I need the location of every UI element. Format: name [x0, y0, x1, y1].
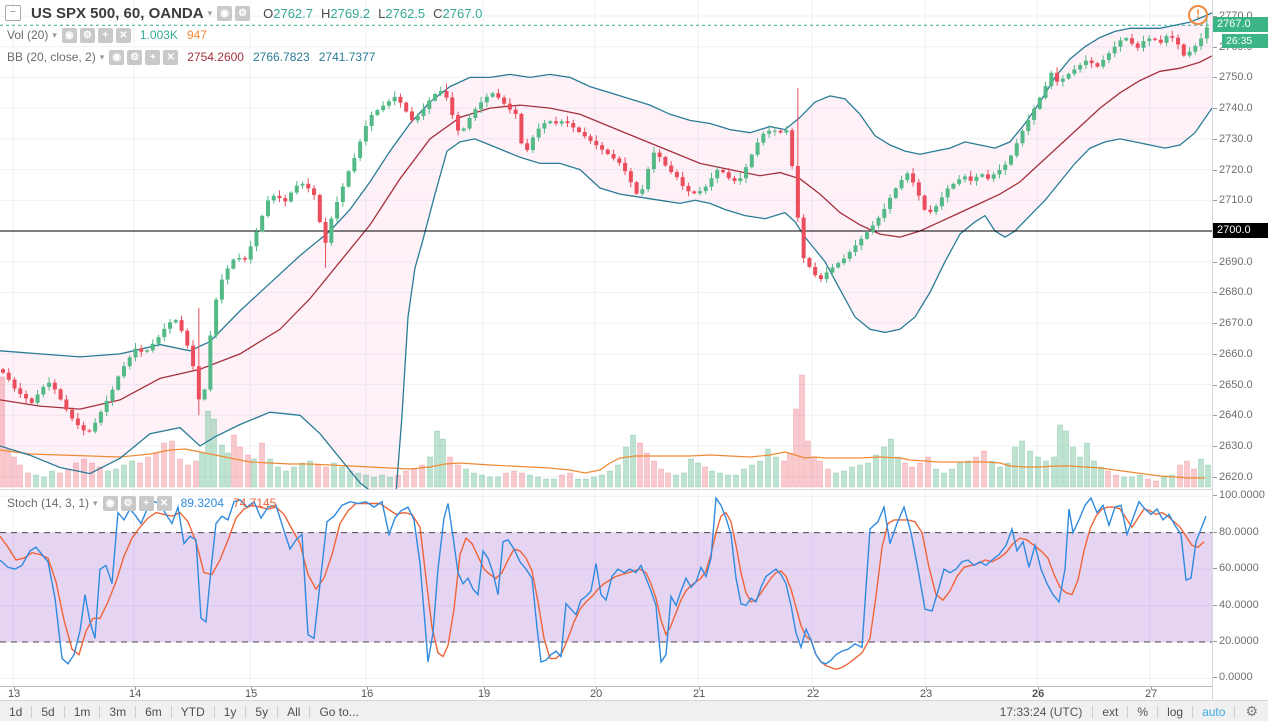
plus-icon[interactable]: + [97, 27, 113, 43]
eye-icon[interactable]: ◉ [61, 27, 77, 43]
time-axis-label: 20 [590, 687, 603, 700]
close-icon[interactable]: ✕ [115, 27, 131, 43]
toggle-percent[interactable]: % [1137, 704, 1149, 719]
bb-label[interactable]: BB (20, close, 2) [7, 50, 96, 64]
range-button-6m[interactable]: 6m [145, 704, 162, 719]
eye-icon[interactable]: ◉ [109, 49, 125, 65]
countdown-badge: 26:35 [1222, 34, 1268, 49]
main-legend: − US SPX 500, 60, OANDA ▾ ◉ ⚙ O2762.7 H27… [0, 2, 490, 68]
alert-icon[interactable]: ! [1188, 5, 1208, 25]
bb-legend-row: BB (20, close, 2) ▾ ◉ ⚙ + ✕ 2754.2600 276… [0, 46, 490, 68]
main-chart-canvas[interactable] [0, 0, 1212, 489]
price-axis[interactable]: 2770.02760.02750.02740.02730.02720.02710… [1212, 0, 1268, 700]
time-axis-label: 21 [693, 687, 706, 700]
range-button-3m[interactable]: 3m [109, 704, 127, 719]
toolbar-separator [277, 705, 279, 718]
toolbar-separator [63, 705, 65, 718]
time-axis[interactable]: 13 14 15 16 19 20 21 22 23 26 27 [0, 686, 1212, 701]
gear-icon[interactable]: ⚙ [79, 27, 95, 43]
toolbar-separator [135, 705, 137, 718]
gear-icon[interactable]: ⚙ [120, 495, 136, 511]
stoch-pane-canvas[interactable] [0, 489, 1212, 687]
chevron-down-icon[interactable]: ▾ [93, 497, 98, 508]
time-axis-label: 23 [920, 687, 933, 700]
time-axis-label: 13 [8, 687, 21, 700]
settings-gear-icon[interactable]: ⚙ [1245, 703, 1258, 719]
plus-icon[interactable]: + [145, 49, 161, 65]
symbol-row: − US SPX 500, 60, OANDA ▾ ◉ ⚙ O2762.7 H27… [0, 2, 490, 24]
toggle-ext[interactable]: ext [1102, 704, 1119, 719]
last-price-badge: 2767.0 [1213, 17, 1268, 33]
time-axis-label: 27 [1145, 687, 1158, 700]
toolbar-separator [1092, 705, 1094, 718]
range-button-5y[interactable]: 5y [255, 704, 269, 719]
ohlc-readout: O2762.7 H2769.2 L2762.5 C2767.0 [263, 5, 483, 21]
gear-icon[interactable]: ⚙ [127, 49, 143, 65]
clock-label[interactable]: 17:33:24 (UTC) [999, 704, 1083, 719]
range-button-all[interactable]: All [287, 704, 301, 719]
bb-upper-value: 2766.7823 [252, 50, 310, 64]
close-icon[interactable]: ✕ [163, 49, 179, 65]
toggle-log[interactable]: log [1167, 704, 1184, 719]
range-button-5d[interactable]: 5d [41, 704, 55, 719]
range-button-1y[interactable]: 1y [223, 704, 237, 719]
volume-ma-value: 947 [186, 28, 207, 42]
collapse-pane-icon[interactable]: − [5, 5, 21, 21]
volume-legend-row: Vol (20) ▾ ◉ ⚙ + ✕ 1.003K 947 [0, 24, 490, 46]
stoch-label[interactable]: Stoch (14, 3, 1) [7, 496, 90, 510]
bb-basis-value: 2754.2600 [187, 50, 244, 64]
range-button-ytd[interactable]: YTD [180, 704, 205, 719]
time-axis-label: 14 [129, 687, 142, 700]
toggle-auto[interactable]: auto [1202, 704, 1226, 719]
time-axis-label: 26 [1032, 687, 1045, 700]
toolbar-separator [1157, 705, 1159, 718]
volume-value: 1.003K [139, 28, 178, 42]
toolbar-separator [31, 705, 33, 718]
range-button-1d[interactable]: 1d [9, 704, 23, 719]
chevron-down-icon[interactable]: ▾ [99, 51, 105, 62]
stoch-legend-row: Stoch (14, 3, 1) ▾ ◉ ⚙ + ✕ 89.3204 74.714… [0, 492, 285, 514]
bottom-toolbar: 1d 5d 1m 3m 6m YTD 1y 5y All Go to... 17:33:24 (UT… [0, 700, 1268, 721]
chevron-down-icon[interactable]: ▾ [52, 29, 57, 40]
symbol-title[interactable]: US SPX 500, 60, OANDA [31, 4, 204, 22]
goto-button[interactable]: Go to... [319, 704, 359, 719]
toolbar-separator [245, 705, 247, 718]
toolbar-separator [1234, 705, 1236, 718]
range-button-1m[interactable]: 1m [73, 704, 91, 719]
toolbar-separator [170, 705, 172, 718]
stoch-k-value: 89.3204 [180, 496, 224, 510]
volume-label[interactable]: Vol (20) [7, 28, 49, 42]
gear-icon[interactable]: ⚙ [235, 5, 251, 21]
toolbar-separator [1127, 705, 1129, 718]
stoch-d-value: 74.7145 [232, 496, 277, 510]
time-axis-label: 22 [807, 687, 820, 700]
bb-lower-value: 2741.7377 [318, 50, 376, 64]
plus-icon[interactable]: + [138, 495, 154, 511]
toolbar-separator [213, 705, 215, 718]
eye-icon[interactable]: ◉ [102, 495, 118, 511]
toolbar-separator [309, 705, 311, 718]
toolbar-separator [99, 705, 101, 718]
time-axis-label: 16 [361, 687, 374, 700]
stoch-legend: Stoch (14, 3, 1) ▾ ◉ ⚙ + ✕ 89.3204 74.714… [0, 492, 285, 514]
toolbar-separator [1192, 705, 1194, 718]
chevron-down-icon[interactable]: ▾ [207, 7, 213, 18]
close-icon[interactable]: ✕ [156, 495, 172, 511]
time-axis-label: 15 [245, 687, 258, 700]
level-line-badge: 2700.0 [1213, 222, 1268, 238]
eye-icon[interactable]: ◉ [217, 5, 233, 21]
time-axis-label: 19 [478, 687, 491, 700]
